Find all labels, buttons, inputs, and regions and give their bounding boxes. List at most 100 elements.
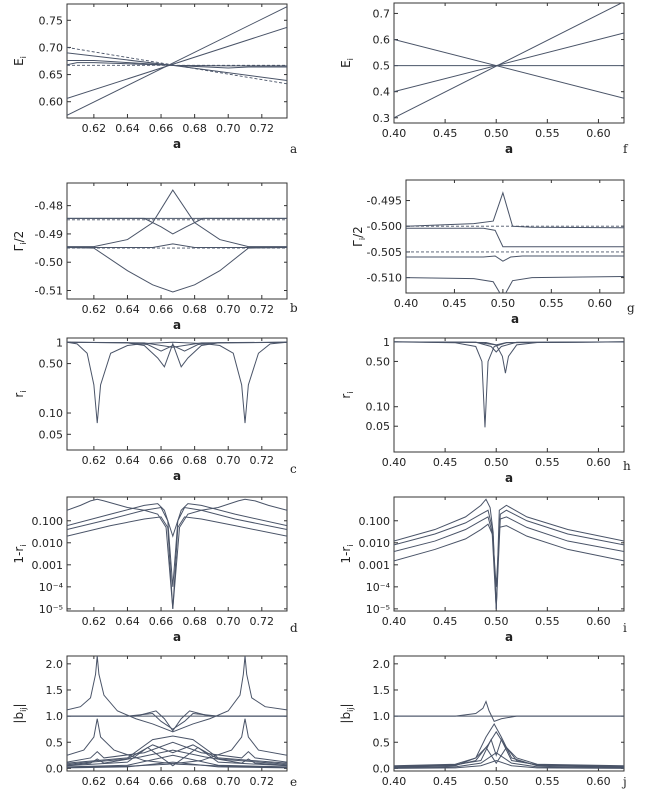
plot-frame-h xyxy=(393,337,625,453)
xtick-label-b: 0.64 xyxy=(115,303,140,316)
xtick-label-d: 0.66 xyxy=(149,615,174,628)
ytick-label-g: -0.495 xyxy=(367,195,402,208)
series-i-third xyxy=(394,516,624,609)
ytick-label-f: 0.4 xyxy=(373,86,391,99)
series-group-c xyxy=(67,341,287,424)
series-c-deep-dips xyxy=(67,341,287,424)
xtick-label-h: 0.50 xyxy=(484,456,509,469)
panel-letter-j: j xyxy=(621,775,627,789)
series-g-lower-mid xyxy=(406,255,624,262)
series-d-peaks xyxy=(67,498,287,609)
xlabel-i: a xyxy=(505,630,513,644)
series-group-f xyxy=(394,3,624,119)
xtick-label-c: 0.70 xyxy=(216,454,241,467)
ytick-label-i: 0.100 xyxy=(359,515,391,528)
ylabel-g: Γi/2 xyxy=(351,226,367,247)
panel-j: 0.400.450.500.550.600.00.51.01.52.0a|bij… xyxy=(339,655,627,789)
xtick-label-i: 0.55 xyxy=(535,615,560,628)
plot-frame-b xyxy=(66,182,288,300)
xtick-label-e: 0.62 xyxy=(82,775,107,788)
ytick-label-j: 0.5 xyxy=(373,736,391,749)
ytick-label-j: 0.0 xyxy=(373,762,391,775)
xtick-label-a: 0.64 xyxy=(115,122,140,135)
xtick-label-d: 0.62 xyxy=(82,615,107,628)
panel-letter-i: i xyxy=(623,621,627,635)
ytick-label-h: 0.05 xyxy=(366,420,391,433)
series-j-low-a xyxy=(394,752,624,769)
ylabel-e: |bij| xyxy=(12,703,28,723)
xtick-label-j: 0.55 xyxy=(535,775,560,788)
series-group-a xyxy=(67,6,287,116)
series-a-mid-up xyxy=(67,26,287,99)
xtick-label-e: 0.64 xyxy=(115,775,140,788)
ytick-label-j: 1.5 xyxy=(373,684,391,697)
series-e-upper-dip xyxy=(67,712,287,730)
xtick-label-b: 0.70 xyxy=(216,303,241,316)
ytick-label-e: 2.0 xyxy=(46,658,64,671)
panel-b: 0.62 0.64 0.66 0.68 0.70 0.72 -0.48 -0.49 -0.50 -… xyxy=(12,182,298,332)
series-j-bump-d xyxy=(394,738,624,767)
plot-frame-j xyxy=(393,655,625,772)
panel-g: 0.40 0.45 0.50 0.55 0.60 -0.495 -0.500 -0.505 -0… xyxy=(351,179,635,326)
panel-i: 0.40 0.45 0.50 0.55 0.60 0.100 0.010 0.001 10⁻⁴ 1… xyxy=(339,496,627,644)
ylabel-f: Ei xyxy=(339,58,355,68)
xtick-label-c: 0.66 xyxy=(149,454,174,467)
xtick-label-i: 0.40 xyxy=(382,615,407,628)
xtick-label-c: 0.62 xyxy=(82,454,107,467)
series-a-steep-up xyxy=(67,6,287,116)
ytick-label-d: 10⁻⁵ xyxy=(39,603,63,616)
series-h-shallow-a xyxy=(394,341,624,353)
xtick-label-i: 0.45 xyxy=(433,615,458,628)
ytick-label-a: 0.60 xyxy=(39,96,64,109)
ytick-label-h: 0.10 xyxy=(366,401,391,414)
plot-frame-f xyxy=(393,2,625,124)
series-i-top xyxy=(394,498,624,609)
xtick-label-h: 0.45 xyxy=(433,456,458,469)
ytick-label-c: 0.10 xyxy=(39,407,64,420)
panel-letter-h: h xyxy=(623,459,631,473)
ytick-label-e: 0.5 xyxy=(46,736,64,749)
xtick-label-f: 0.45 xyxy=(433,127,458,140)
ytick-label-i: 10⁻⁵ xyxy=(366,603,390,616)
ytick-label-c: 0.50 xyxy=(39,358,64,371)
series-j-bump-c xyxy=(394,746,624,767)
ytick-label-b: -0.48 xyxy=(35,200,63,213)
ytick-label-e: 1.0 xyxy=(46,710,64,723)
ytick-label-c: 0.05 xyxy=(39,428,64,441)
series-d-middle xyxy=(67,506,287,587)
plot-frame-c xyxy=(66,337,288,451)
series-f-down xyxy=(394,39,624,99)
xlabel-b: a xyxy=(173,318,181,332)
series-e-mid-e xyxy=(67,749,287,766)
xtick-label-a: 0.62 xyxy=(82,122,107,135)
xtick-label-e: 0.70 xyxy=(216,775,241,788)
xtick-label-g: 0.50 xyxy=(491,297,516,310)
panel-c: 0.62 0.64 0.66 0.68 0.70 0.72 1 0.50 0.10 0.05 a ri… xyxy=(12,336,297,483)
panel-h: 0.40 0.45 0.50 0.55 0.60 1 0.50 0.10 0.05 a ri h xyxy=(339,336,631,485)
xtick-label-f: 0.55 xyxy=(535,127,560,140)
xtick-label-b: 0.62 xyxy=(82,303,107,316)
xtick-label-g: 0.40 xyxy=(394,297,419,310)
panel-letter-b: b xyxy=(290,301,298,315)
series-j-peak xyxy=(394,700,624,722)
xtick-label-j: 0.45 xyxy=(433,775,458,788)
xtick-label-h: 0.40 xyxy=(382,456,407,469)
xtick-label-j: 0.40 xyxy=(382,775,407,788)
xtick-label-d: 0.72 xyxy=(250,615,275,628)
ytick-label-j: 2.0 xyxy=(373,658,391,671)
series-group-e xyxy=(67,656,287,769)
xtick-label-a: 0.72 xyxy=(250,122,275,135)
xtick-label-h: 0.55 xyxy=(535,456,560,469)
ytick-label-e: 1.5 xyxy=(46,684,64,697)
ytick-label-d: 10⁻⁴ xyxy=(39,581,64,594)
ytick-label-f: 0.6 xyxy=(373,34,391,47)
series-e-mid-a xyxy=(67,735,287,764)
plot-frame-a xyxy=(66,3,288,119)
ylabel-c: ri xyxy=(12,390,28,397)
ylabel-a: Ei xyxy=(12,56,28,66)
series-group-d xyxy=(67,498,287,609)
xlabel-c: a xyxy=(173,469,181,483)
xtick-label-e: 0.66 xyxy=(149,775,174,788)
panel-letter-c: c xyxy=(290,462,297,476)
panel-f: 0.40 0.45 0.50 0.55 0.60 0.3 0.4 0.5 0.6 0.7 a Ei f xyxy=(339,2,629,156)
